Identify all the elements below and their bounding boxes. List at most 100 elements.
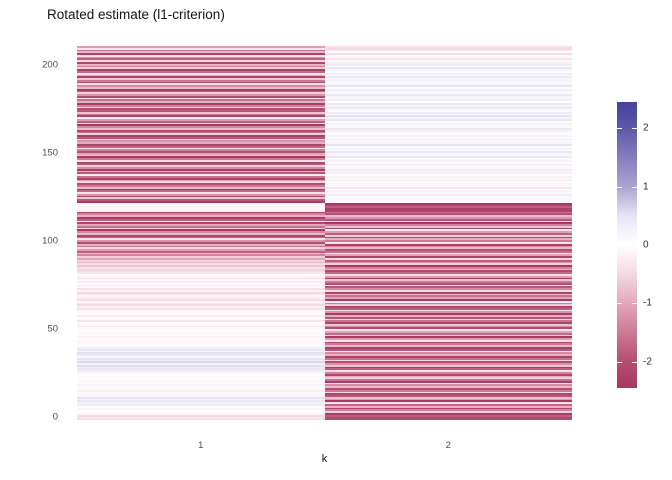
heatmap-cell [324,402,572,405]
heatmap-cell [77,416,325,419]
heatmap-cell [77,238,325,241]
heatmap-cell [324,122,572,125]
heatmap-cell [77,51,325,54]
heatmap-cell [324,411,572,413]
heatmap-cell [324,53,572,55]
heatmap-cell [77,218,325,221]
heatmap-cell [324,161,572,164]
heatmap-cell [77,334,325,337]
heatmap-cell [77,156,325,159]
heatmap-cell [324,170,572,173]
heatmap-cell [77,409,325,412]
heatmap-cell [77,104,325,107]
heatmap-cell [77,263,325,266]
heatmap-cell [77,145,325,148]
heatmap-cell [324,416,572,419]
heatmap-cell [77,284,325,287]
heatmap-cell [324,252,572,255]
heatmap-cell [77,200,325,203]
heatmap-column-k2 [324,46,572,421]
heatmap-cell [324,78,572,80]
heatmap-cell [77,254,325,257]
heatmap-cell [324,229,572,232]
colorbar-tick-label: -2 [643,356,652,368]
heatmap-cell [77,149,325,152]
heatmap-cell [324,323,572,326]
heatmap-cell [77,380,325,383]
heatmap-cell [324,322,572,324]
heatmap-cell [77,101,325,103]
heatmap-cell [77,357,325,360]
heatmap-cell [77,350,325,353]
heatmap-cell [324,398,572,401]
heatmap-cell [77,163,325,166]
heatmap-cell [77,259,325,262]
heatmap-cell [324,119,572,121]
heatmap-cell [324,268,572,271]
heatmap-cell [77,411,325,413]
heatmap-cell [324,181,572,184]
heatmap-cell [77,306,325,308]
heatmap-cell [77,307,325,310]
colorbar-legend [617,102,637,388]
heatmap-cell [324,347,572,349]
heatmap-cell [324,382,572,385]
heatmap-cell [324,183,572,185]
heatmap-cell [77,270,325,273]
heatmap-cell [77,405,325,408]
heatmap-cell [77,135,325,137]
heatmap-cell [77,388,325,390]
heatmap-cell [324,380,572,383]
heatmap-cell [324,345,572,348]
heatmap-cell [324,46,572,48]
heatmap-cell [77,133,325,136]
heatmap-cell [77,366,325,369]
heatmap-cell [77,152,325,155]
heatmap-cell [324,199,572,201]
heatmap-cell [77,197,325,200]
heatmap-cell [324,284,572,287]
heatmap-cell [77,224,325,226]
colorbar-tick [632,186,637,188]
heatmap-cell [77,275,325,278]
heatmap-cell [324,143,572,146]
heatmap-cell [324,352,572,355]
heatmap-cell [77,281,325,283]
heatmap-cell [77,113,325,116]
heatmap-cell [324,361,572,364]
x-axis-title: k [321,453,328,465]
heatmap-cell [77,327,325,330]
heatmap-cell [324,163,572,166]
heatmap-cell [77,138,325,141]
heatmap-cell [324,213,572,216]
heatmap-cell [324,236,572,239]
heatmap-cell [324,355,572,358]
heatmap-cell [324,304,572,307]
colorbar-tick-label: -1 [643,297,652,309]
heatmap-cell [77,295,325,298]
heatmap-cell [324,331,572,333]
heatmap-cell [324,359,572,362]
heatmap-cell [324,373,572,376]
heatmap-cell [324,418,572,421]
heatmap-cell [324,63,572,66]
heatmap-cell [77,174,325,177]
heatmap-cell [324,274,572,276]
heatmap-cell [77,56,325,59]
heatmap-cell [77,67,325,70]
heatmap-cell [77,229,325,232]
heatmap-cell [324,343,572,346]
heatmap-cell [324,202,572,205]
heatmap-cell [77,359,325,362]
heatmap-cell [77,211,325,214]
heatmap-cell [77,74,325,77]
heatmap-cell [77,106,325,109]
heatmap-cell [324,386,572,388]
heatmap-cell [324,192,572,194]
heatmap-cell [324,334,572,337]
heatmap-cell [324,341,572,344]
heatmap-cell [324,154,572,157]
heatmap-cell [324,158,572,160]
heatmap-cell [324,69,572,71]
heatmap-cell [77,245,325,248]
